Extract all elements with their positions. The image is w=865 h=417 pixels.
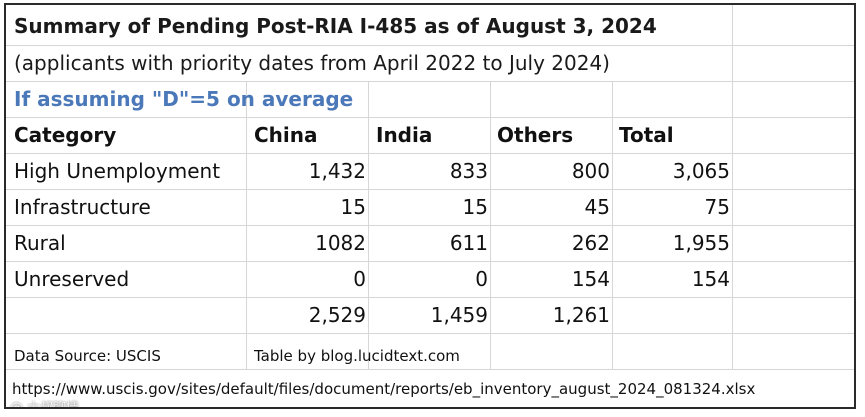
gridline-h <box>6 189 854 190</box>
row-category: Rural <box>14 231 66 255</box>
header-others: Others <box>497 123 574 147</box>
gridline-v <box>732 5 733 369</box>
gridline-v <box>490 81 491 369</box>
gridline-h <box>6 153 854 154</box>
header-category: Category <box>14 123 117 147</box>
cell-others: 800 <box>571 159 610 183</box>
gridline-h <box>6 369 854 370</box>
cell-others: 262 <box>571 231 610 255</box>
total-others: 1,261 <box>552 303 610 327</box>
table-title: Summary of Pending Post-RIA I-485 as of … <box>14 14 657 38</box>
cell-china: 0 <box>353 267 366 291</box>
gridline-h <box>6 81 854 82</box>
gridline-h <box>6 333 854 334</box>
cell-total: 3,065 <box>672 159 730 183</box>
data-source: Data Source: USCIS <box>14 347 161 365</box>
cell-china: 1082 <box>315 231 366 255</box>
cell-others: 154 <box>571 267 610 291</box>
row-category: Infrastructure <box>14 195 151 219</box>
total-india: 1,459 <box>430 303 488 327</box>
header-india: India <box>376 123 433 147</box>
gridline-h <box>6 297 854 298</box>
cell-total: 154 <box>691 267 730 291</box>
cell-india: 0 <box>475 267 488 291</box>
gridline-v <box>246 81 247 369</box>
row-category: Unreserved <box>14 267 130 291</box>
table-credit: Table by blog.lucidtext.com <box>254 347 460 365</box>
table-subtitle: (applicants with priority dates from Apr… <box>14 51 610 75</box>
cell-india: 833 <box>449 159 488 183</box>
cell-india: 611 <box>449 231 488 255</box>
total-china: 2,529 <box>308 303 366 327</box>
cell-total: 1,955 <box>672 231 730 255</box>
cell-total: 75 <box>704 195 730 219</box>
gridline-v <box>612 81 613 369</box>
row-category: High Unemployment <box>14 159 221 183</box>
gridline-h <box>6 261 854 262</box>
spreadsheet-table: Summary of Pending Post-RIA I-485 as of … <box>4 3 856 409</box>
source-url: https://www.uscis.gov/sites/default/file… <box>12 380 756 398</box>
gridline-h <box>6 45 854 46</box>
gridline-h <box>6 117 854 118</box>
gridline-h <box>6 225 854 226</box>
watermark: @ 六叔聊情 <box>10 401 80 409</box>
cell-china: 1,432 <box>308 159 366 183</box>
gridline-v <box>368 81 369 369</box>
cell-india: 15 <box>462 195 488 219</box>
header-total: Total <box>619 123 674 147</box>
assumption-note: If assuming "D"=5 on average <box>14 87 354 111</box>
cell-others: 45 <box>584 195 610 219</box>
header-china: China <box>254 123 318 147</box>
cell-china: 15 <box>340 195 366 219</box>
